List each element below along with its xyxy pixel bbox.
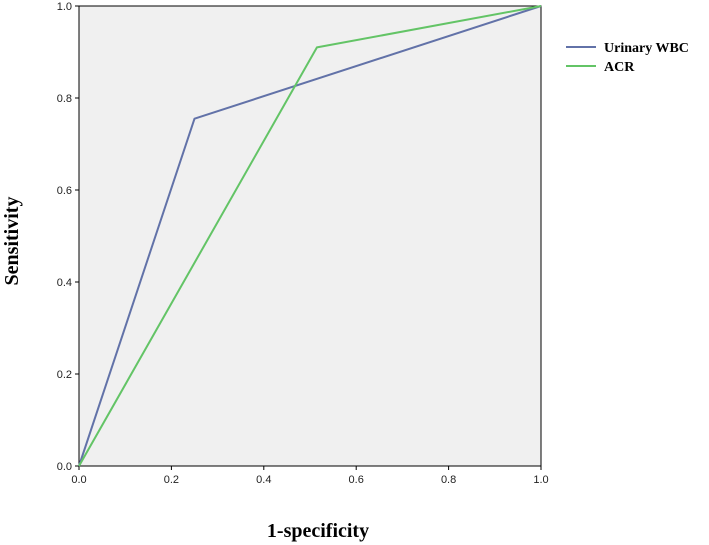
- legend: Urinary WBC ACR: [566, 41, 689, 75]
- y-tick-label: 0.4: [57, 277, 72, 289]
- y-tick-label: 1.0: [57, 1, 72, 13]
- x-tick-label: 0.4: [256, 474, 271, 486]
- x-tick-label: 0.6: [349, 474, 364, 486]
- y-tick-label: 0.0: [57, 461, 72, 473]
- x-axis-title: 1-specificity: [267, 520, 369, 542]
- x-tick-label: 0.2: [164, 474, 179, 486]
- series-line-urinary-wbc: [78, 5, 542, 467]
- legend-label: Urinary WBC: [604, 41, 689, 56]
- series-layer: [78, 5, 542, 467]
- y-tick-label: 0.8: [57, 93, 72, 105]
- x-tick-label: 0.0: [71, 474, 86, 486]
- x-tick-label: 0.8: [441, 474, 456, 486]
- x-axis: 0.0 0.2 0.4 0.6 0.8 1.0: [71, 466, 549, 486]
- y-tick-label: 0.6: [57, 185, 72, 197]
- y-axis: 0.0 0.2 0.4 0.6 0.8 1.0: [57, 1, 79, 473]
- series-line-acr: [78, 5, 542, 467]
- x-tick-label: 1.0: [533, 474, 548, 486]
- plot-area: [78, 5, 542, 467]
- y-tick-label: 0.2: [57, 369, 72, 381]
- legend-label: ACR: [604, 60, 635, 75]
- y-axis-title: Sensitivity: [1, 197, 23, 286]
